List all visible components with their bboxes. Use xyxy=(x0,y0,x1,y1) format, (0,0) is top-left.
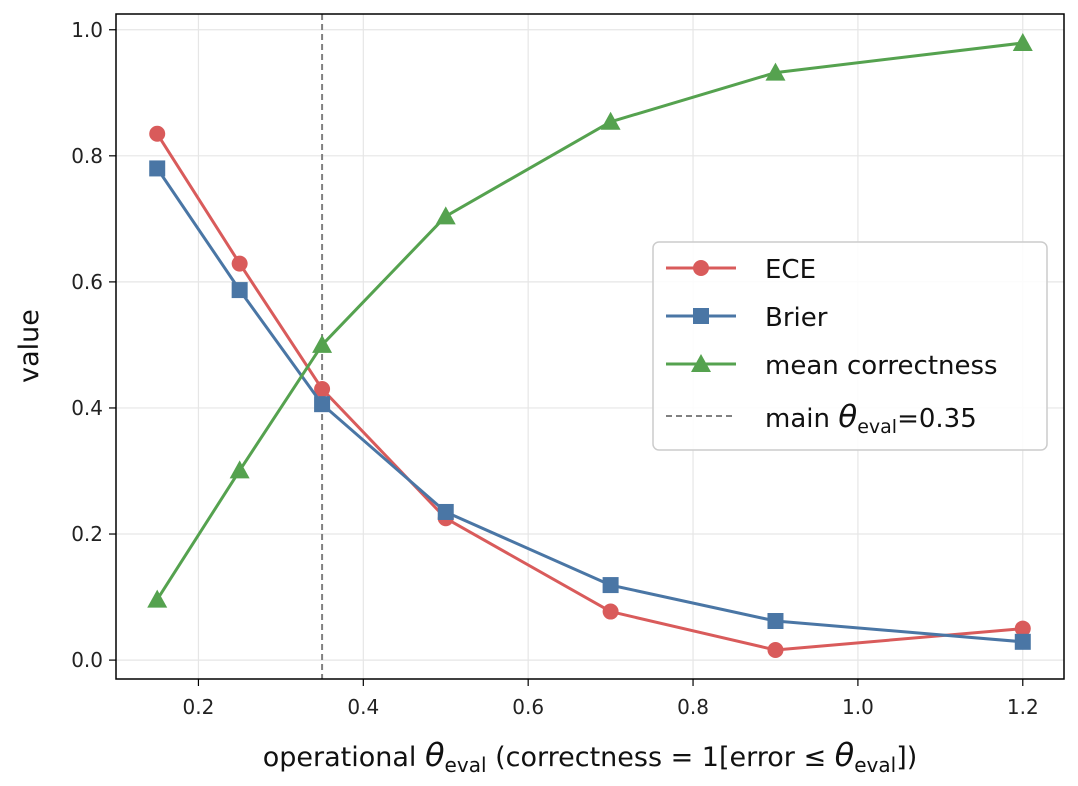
data-point-ece xyxy=(1014,620,1031,637)
data-point-brier xyxy=(602,577,619,594)
data-point-ece xyxy=(231,255,248,272)
series-mean-correctness xyxy=(147,32,1033,608)
legend-correctness-marker xyxy=(691,354,711,372)
x-axis-ticks: 0.2 0.4 0.6 0.8 1.0 1.2 xyxy=(183,679,1039,719)
data-point-ece xyxy=(149,125,166,142)
x-tick-label: 0.6 xyxy=(512,695,544,719)
series-layer xyxy=(147,32,1033,659)
x-axis-title: operational θeval (correctness = 1[error… xyxy=(263,736,918,777)
legend-brier-label: Brier xyxy=(765,303,828,333)
legend-refline-label: main θeval=0.35 xyxy=(765,399,977,438)
x-tick-label: 0.2 xyxy=(183,695,215,719)
data-point-mean-correctness xyxy=(600,111,621,130)
data-point-brier xyxy=(314,396,331,413)
data-point-brier xyxy=(149,160,166,177)
data-point-mean-correctness xyxy=(229,460,250,479)
legend-ece-label: ECE xyxy=(765,255,816,285)
y-tick-label: 0.4 xyxy=(71,396,103,420)
legend-correctness-label: mean correctness xyxy=(765,351,998,381)
legend-brier-marker xyxy=(693,308,709,324)
y-tick-label: 0.0 xyxy=(71,648,103,672)
data-point-mean-correctness xyxy=(765,62,786,81)
data-point-brier xyxy=(437,503,454,520)
data-point-mean-correctness xyxy=(1012,32,1033,51)
legend: ECE Brier mean correctness main θeval=0.… xyxy=(652,241,1048,451)
y-axis-title: value xyxy=(14,309,45,383)
data-point-mean-correctness xyxy=(312,334,333,353)
series-brier xyxy=(149,160,1031,650)
x-tick-label: 0.4 xyxy=(347,695,379,719)
data-point-ece xyxy=(602,603,619,620)
y-tick-label: 0.6 xyxy=(71,270,103,294)
x-tick-label: 1.2 xyxy=(1007,695,1039,719)
y-tick-label: 1.0 xyxy=(71,18,103,42)
y-tick-label: 0.2 xyxy=(71,522,103,546)
data-point-ece xyxy=(767,642,784,659)
data-point-brier xyxy=(767,613,784,630)
data-point-brier xyxy=(231,282,248,299)
y-axis-ticks: 0.0 0.2 0.4 0.6 0.8 1.0 xyxy=(71,18,116,672)
data-point-brier xyxy=(1014,633,1031,650)
x-tick-label: 1.0 xyxy=(842,695,874,719)
legend-ece-marker xyxy=(693,260,709,276)
x-tick-label: 0.8 xyxy=(677,695,709,719)
plot-frame xyxy=(115,13,1065,680)
data-point-ece xyxy=(314,381,331,398)
data-point-mean-correctness xyxy=(435,206,456,225)
legend-box xyxy=(652,241,1048,451)
data-point-mean-correctness xyxy=(147,589,168,608)
y-tick-label: 0.8 xyxy=(71,144,103,168)
